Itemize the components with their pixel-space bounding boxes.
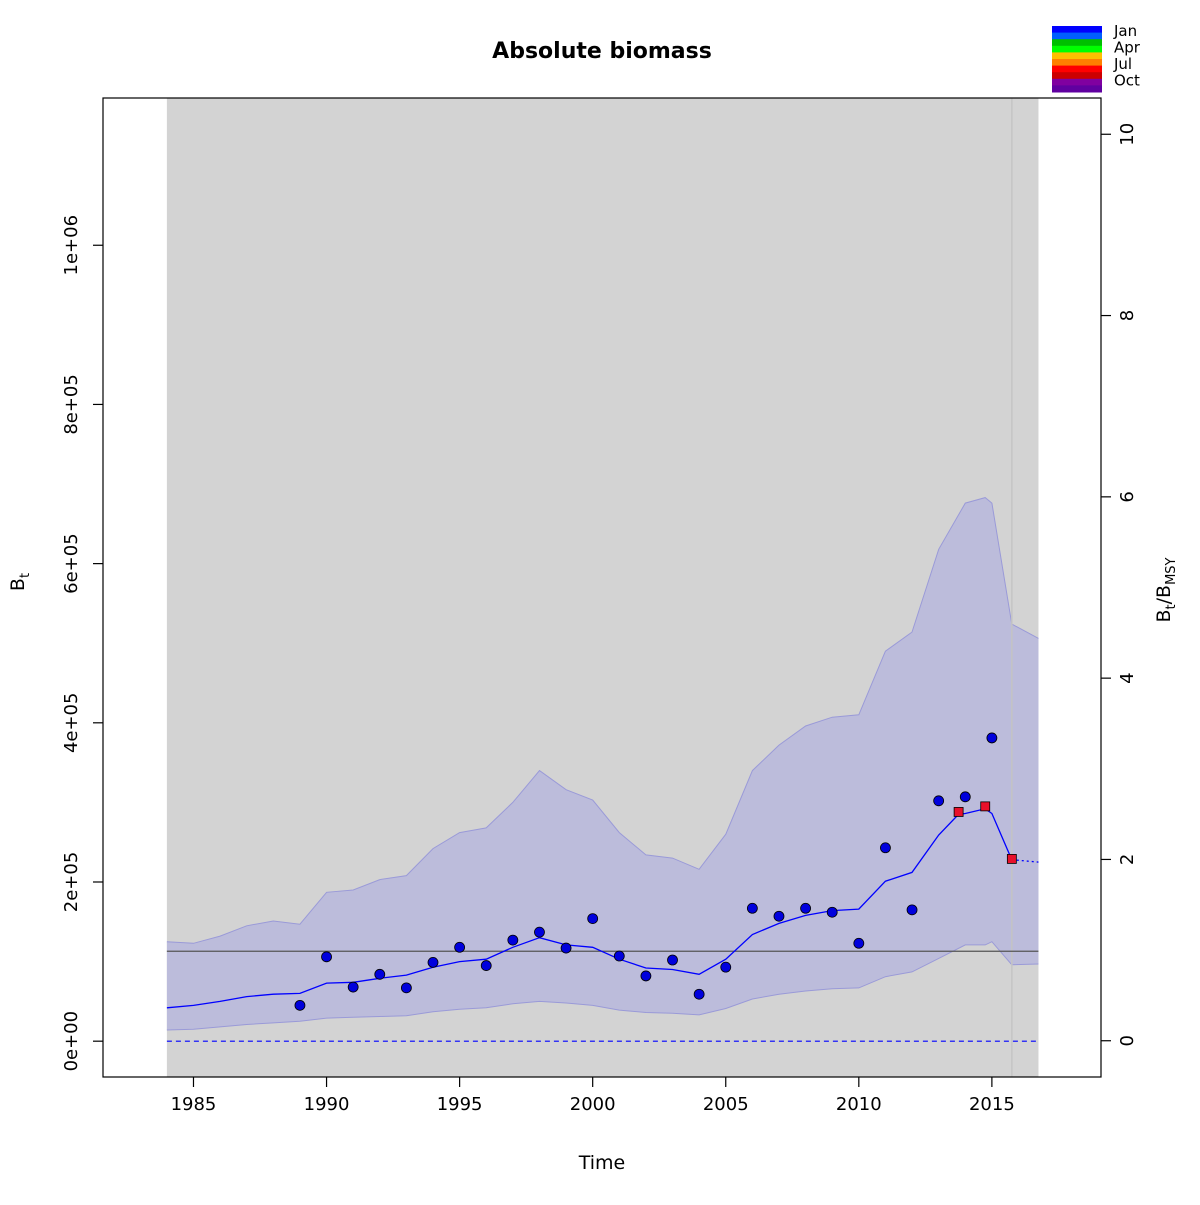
- legend-swatch-2: [1052, 39, 1102, 47]
- legend-swatch-9: [1052, 85, 1102, 93]
- state-point-0: [953, 807, 964, 817]
- y-tick-label-2: 4e+05: [61, 693, 82, 754]
- ci-band: [166, 497, 1039, 1031]
- y-tick-label-1: 2e+05: [61, 852, 82, 913]
- index-point-21: [853, 937, 865, 949]
- index-point-16: [720, 961, 732, 973]
- index-point-2: [347, 981, 359, 993]
- y2-axis-title-main-1: B: [1153, 609, 1175, 622]
- index-point-15: [693, 988, 705, 1000]
- index-point-5: [427, 956, 439, 968]
- legend-swatch-8: [1052, 78, 1102, 86]
- index-point-0: [294, 999, 306, 1011]
- index-point-10: [560, 942, 572, 954]
- state-point-1: [980, 801, 991, 812]
- index-point-12: [613, 950, 625, 962]
- svg-text:Bt: Bt: [7, 573, 33, 591]
- x-tick-label-6: 2015: [969, 1094, 1015, 1115]
- y2-axis-title-sub-2: MSY: [1164, 557, 1179, 584]
- legend-swatch-3: [1052, 45, 1102, 53]
- legend-label-0: Jan: [1113, 22, 1137, 40]
- legend-swatch-6: [1052, 65, 1102, 73]
- y-tick-label-0: 0e+00: [61, 1011, 82, 1072]
- index-point-7: [480, 960, 492, 971]
- index-point-3: [374, 968, 386, 980]
- y2-axis-title-main-2: B: [1153, 585, 1175, 598]
- index-point-6: [454, 941, 466, 953]
- y-tick-label-4: 8e+05: [61, 374, 82, 435]
- x-tick-label-3: 2000: [570, 1094, 616, 1115]
- index-point-24: [933, 795, 945, 807]
- y2-tick-label-2: 4: [1117, 672, 1138, 683]
- index-point-1: [321, 951, 332, 963]
- index-point-11: [587, 913, 599, 925]
- y2-axis-title-sub-1: t: [1164, 604, 1179, 609]
- index-point-17: [746, 902, 758, 914]
- y-axis-title-sub: t: [18, 573, 33, 578]
- index-point-14: [667, 954, 678, 966]
- ci-lower-edge: [166, 941, 1039, 1031]
- x-tick-label-5: 2010: [836, 1094, 882, 1115]
- y-tick-label-5: 1e+06: [61, 215, 82, 276]
- index-point-20: [826, 906, 838, 918]
- y-tick-label-3: 6e+05: [61, 533, 82, 594]
- index-point-4: [400, 982, 412, 994]
- y2-axis-title-sep: /: [1153, 597, 1175, 604]
- legend-swatch-5: [1052, 59, 1102, 67]
- legend-label-2: Jul: [1113, 55, 1132, 73]
- legend-swatch-7: [1052, 72, 1102, 80]
- state-point-2: [1006, 854, 1017, 864]
- index-point-8: [507, 934, 519, 946]
- x-axis-title: Time: [578, 1152, 626, 1174]
- legend-label-1: Apr: [1114, 39, 1141, 57]
- index-point-13: [640, 970, 652, 982]
- legend-swatch-4: [1052, 52, 1102, 60]
- legend-swatch-0: [1052, 26, 1102, 34]
- index-point-22: [880, 842, 891, 854]
- y2-tick-label-4: 8: [1117, 310, 1138, 321]
- axes-layer: 1985 1990 1995 2000 2005 2010 20150e+002e+054e…: [61, 97, 1138, 1115]
- plot-layer: [166, 98, 1039, 1077]
- y2-tick-label-5: 10: [1117, 123, 1138, 146]
- svg-text:Bt/BMSY: Bt/BMSY: [1153, 557, 1179, 622]
- legend-swatch-1: [1052, 32, 1102, 40]
- index-point-18: [773, 910, 785, 922]
- plot-frame: [102, 97, 1102, 1078]
- chart-title: Absolute biomass: [492, 39, 712, 64]
- legend-label-3: Oct: [1114, 72, 1140, 90]
- y2-tick-label-3: 6: [1117, 491, 1138, 502]
- index-point-19: [800, 902, 811, 914]
- ci-upper-edge: [166, 497, 1039, 944]
- index-point-9: [534, 926, 545, 938]
- y-axis-title: Bt: [7, 573, 33, 591]
- x-tick-label-2: 1995: [437, 1094, 483, 1115]
- index-point-26: [986, 732, 998, 744]
- x-tick-label-4: 2005: [703, 1094, 749, 1115]
- y2-tick-label-0: 0: [1117, 1035, 1138, 1046]
- y2-tick-label-1: 2: [1117, 854, 1138, 865]
- x-tick-label-0: 1985: [171, 1094, 217, 1115]
- index-point-25: [959, 791, 971, 803]
- y2-axis-title: Bt/BMSY: [1153, 557, 1179, 622]
- index-point-23: [906, 904, 918, 916]
- x-tick-label-1: 1990: [304, 1094, 350, 1115]
- y-axis-title-main: B: [7, 578, 29, 591]
